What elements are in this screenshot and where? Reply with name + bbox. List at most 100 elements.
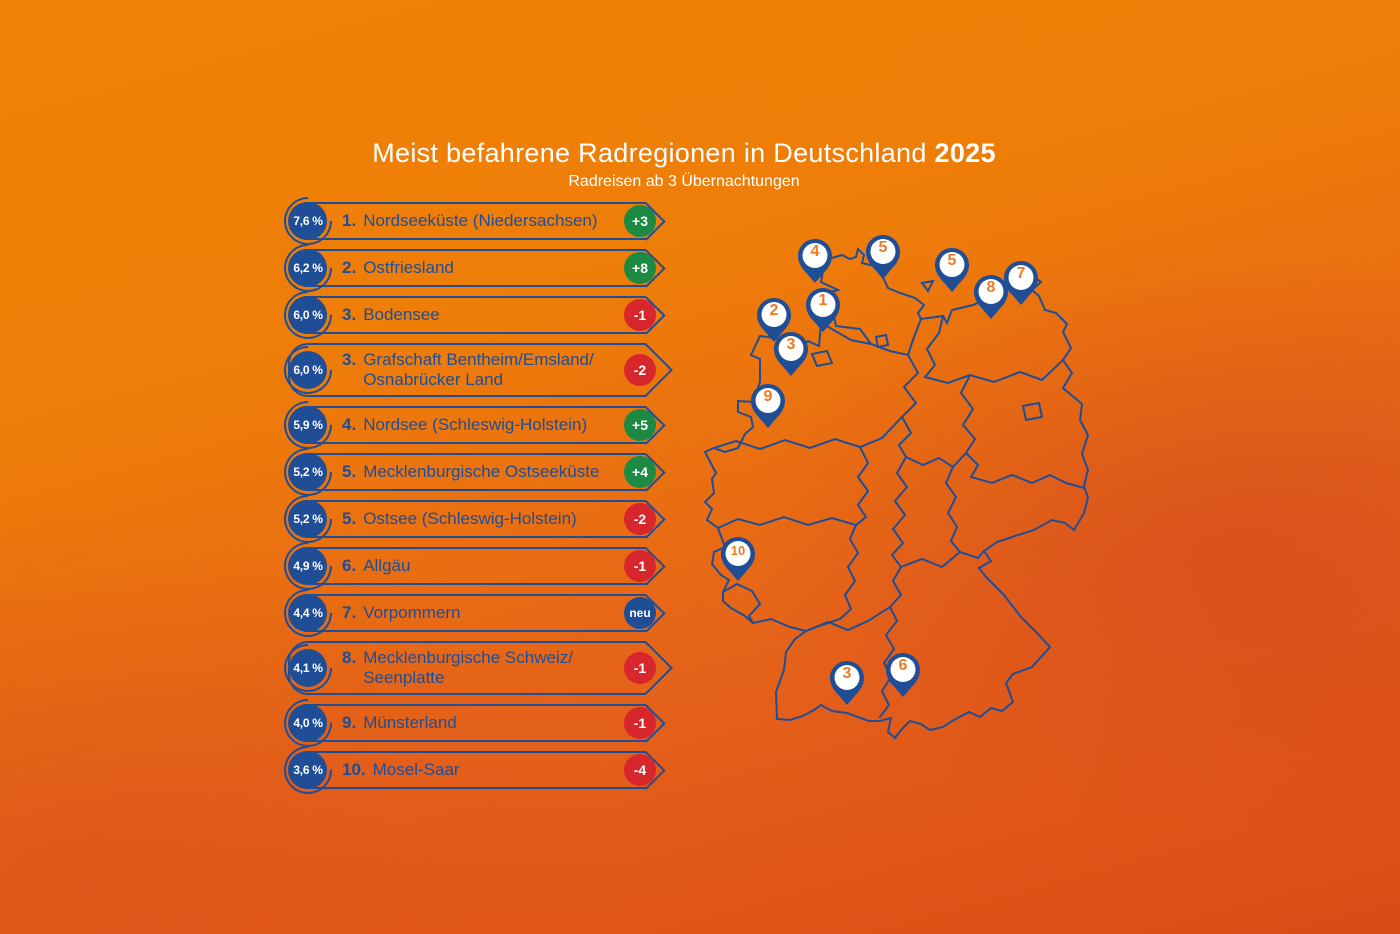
ranking-row: 6,2 % 2. Ostfriesland +8 [274,234,666,302]
change-badge: neu [624,597,656,629]
change-badge: -1 [624,550,656,582]
change-badge: +4 [624,456,656,488]
change-badge: +3 [624,205,656,237]
percent-circle: 6,0 % [274,281,342,349]
change-badge: +8 [624,252,656,284]
rank-label: 4. [342,414,357,434]
ranking-row: 4,9 % 6. Allgäu -1 [274,532,666,600]
header: Meist befahrene Radregionen in Deutschla… [0,138,1368,191]
percent-value: 4,0 % [289,704,327,742]
rank-label: 9. [342,712,357,732]
map-pin: 5 [933,247,971,294]
percent-value: 4,4 % [289,594,327,632]
percent-circle: 4,9 % [274,532,342,600]
pin-icon [935,248,969,292]
region-name: Mecklenburgische Schweiz/ [363,647,573,667]
germany-outline [703,247,1090,740]
map-pin: 5 [864,234,902,281]
page-title-text: Meist befahrene Radregionen in Deutschla… [372,138,927,168]
ranking-row: 4,0 % 9. Münsterland -1 [274,689,666,757]
rank-label: 10. [342,759,366,779]
pin-number: 1 [818,292,828,309]
pin-number: 3 [786,336,796,353]
map-pin: 1 [804,287,842,334]
page-subtitle: Radreisen ab 3 Übernachtungen [568,173,800,190]
pin-icon [866,235,900,279]
page-title-year: 2025 [934,138,996,168]
percent-circle: 4,4 % [274,579,342,647]
region-name: Nordseeküste (Niedersachsen) [363,210,598,230]
percent-circle: 7,6 % [274,187,342,255]
change-badge: -1 [624,707,656,739]
percent-value: 5,2 % [289,453,327,491]
percent-circle: 6,0 % [274,336,342,404]
pin-number: 4 [810,243,820,260]
ranking-row: 5,9 % 4. Nordsee (Schleswig-Holstein) +5 [274,391,666,459]
percent-circle: 5,2 % [274,438,342,506]
map-pin: 2 [755,297,793,344]
region-name: Vorpommern [363,602,461,622]
pin-number: 2 [769,302,779,319]
pin-icon [806,288,840,332]
percent-circle: 4,0 % [274,689,342,757]
page-title: Meist befahrene Radregionen in Deutschla… [0,138,1368,169]
change-badge: -4 [624,754,656,786]
ranking-row: 4,1 % 8. Mecklenburgische Schweiz/Seenpla… [274,634,673,702]
percent-circle: 6,2 % [274,234,342,302]
percent-value: 5,2 % [289,500,327,538]
pin-icon [1004,261,1038,305]
pin-icon [974,275,1008,319]
percent-circle: 5,9 % [274,391,342,459]
region-name: Mecklenburgische Ostseeküste [363,461,600,481]
change-badge: -1 [624,652,656,684]
pin-icon [757,298,791,342]
percent-circle: 5,2 % [274,485,342,553]
map-pin: 3 [772,331,810,378]
change-badge: +5 [624,409,656,441]
ranking-list: 7,6 % 1. Nordseeküste (Niedersachsen) +3 … [274,187,673,804]
pin-icon [774,332,808,376]
pin-icon [830,661,864,705]
map-pin: 6 [884,652,922,699]
map-pin: 8 [972,274,1010,321]
pin-number: 9 [763,388,773,405]
pin-icon [798,239,832,283]
ranking-row: 5,2 % 5. Ostsee (Schleswig-Holstein) -2 [274,485,666,553]
percent-circle: 4,1 % [274,634,342,702]
pin-number: 3 [842,665,852,682]
rank-label: 1. [342,210,357,230]
map-pin: 10 [719,536,757,583]
map-pin: 4 [796,238,834,285]
region-name-line2: Seenplatte [363,668,445,687]
ranking-row: 4,4 % 7. Vorpommern neu [274,579,666,647]
region-name: Allgäu [363,555,411,575]
percent-circle: 3,6 % [274,736,342,804]
ranking-row: 3,6 % 10. Mosel-Saar -4 [274,736,666,804]
percent-value: 4,9 % [289,547,327,585]
change-badge: -2 [624,503,656,535]
ranking-row: 5,2 % 5. Mecklenburgische Ostseeküste +4 [274,438,666,506]
pin-number: 5 [878,239,888,256]
region-name: Mosel-Saar [372,759,460,779]
region-name: Grafschaft Bentheim/Emsland/ [363,349,594,369]
percent-value: 3,6 % [289,751,327,789]
region-name: Münsterland [363,712,457,732]
region-name: Bodensee [363,304,440,324]
rank-label: 5. [342,461,357,481]
pin-number: 7 [1016,265,1026,282]
pin-icon [886,653,920,697]
pin-icon [751,384,785,428]
region-name-line2: Osnabrücker Land [363,370,504,389]
rank-label: 7. [342,602,357,622]
germany-map [690,225,1090,785]
pin-number: 10 [730,543,746,558]
ranking-row: 6,0 % 3. Bodensee -1 [274,281,666,349]
map-pin: 9 [749,383,787,430]
rank-label: 8. [342,647,357,667]
percent-value: 5,9 % [289,406,327,444]
rank-label: 3. [342,349,357,369]
percent-value: 6,0 % [289,351,327,389]
map-pin: 7 [1002,260,1040,307]
pin-number: 8 [986,279,996,296]
pin-number: 6 [898,657,908,674]
